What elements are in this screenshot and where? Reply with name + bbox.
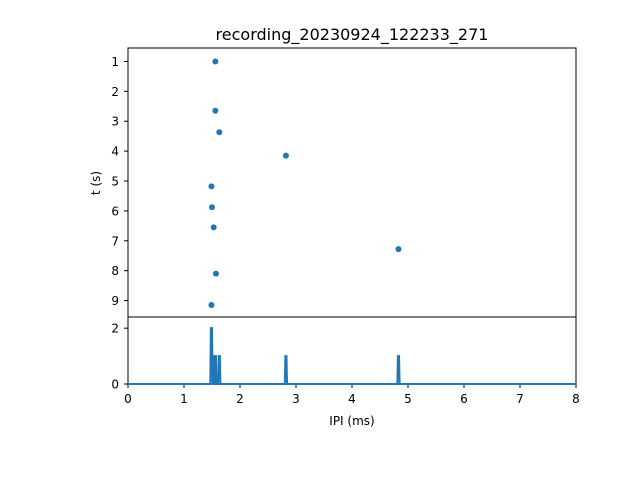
scatter-y-axis-label: t (s) — [89, 171, 103, 195]
scatter-y-tick-label: 3 — [111, 115, 119, 129]
histogram-x-tick-label: 5 — [404, 392, 412, 406]
histogram-x-axis-label: IPI (ms) — [329, 414, 374, 428]
histogram-y-tick-label: 0 — [111, 378, 119, 392]
scatter-point — [212, 58, 219, 65]
scatter-point — [282, 152, 289, 159]
scatter-point — [216, 129, 223, 136]
scatter-point — [209, 204, 215, 211]
histogram-y-tick-label: 2 — [111, 322, 119, 336]
histogram-x-tick-label: 2 — [236, 392, 244, 406]
scatter-y-tick-label: 4 — [111, 145, 119, 159]
scatter-frame — [127, 47, 577, 318]
histogram-frame — [127, 316, 577, 385]
scatter-point — [395, 246, 402, 253]
scatter-y-ticks: 1 2 3 4 5 6 7 8 9 — [111, 55, 128, 308]
scatter-y-tick-label: 9 — [111, 294, 119, 308]
scatter-point — [212, 270, 219, 277]
scatter-y-tick-label: 6 — [111, 204, 119, 218]
scatter-y-tick-label: 5 — [111, 175, 119, 189]
chart-title: recording_20230924_122233_271 — [216, 25, 489, 45]
histogram-x-tick-label: 8 — [572, 392, 580, 406]
scatter-y-tick-label: 7 — [111, 234, 119, 248]
histogram-x-ticks: 0 1 2 3 4 5 6 7 8 — [124, 384, 580, 406]
scatter-point — [212, 107, 219, 114]
scatter-y-tick-label: 2 — [111, 85, 119, 99]
scatter-y-tick-label: 1 — [111, 55, 119, 69]
histogram-y-ticks: 02 — [111, 322, 128, 392]
scatter-axes: 1 2 3 4 5 6 7 8 9 t (s) — [89, 47, 577, 318]
histogram-x-tick-label: 0 — [124, 392, 132, 406]
histogram-x-tick-label: 3 — [292, 392, 300, 406]
histogram-x-tick-label: 7 — [516, 392, 524, 406]
histogram-x-tick-label: 4 — [348, 392, 356, 406]
scatter-points — [208, 58, 402, 309]
scatter-point — [208, 183, 215, 190]
scatter-point — [208, 302, 215, 309]
scatter-y-tick-label: 8 — [111, 264, 119, 278]
histogram-line — [128, 327, 576, 385]
histogram-x-tick-label: 6 — [460, 392, 468, 406]
scatter-point — [210, 224, 217, 231]
histogram-x-tick-label: 1 — [180, 392, 188, 406]
